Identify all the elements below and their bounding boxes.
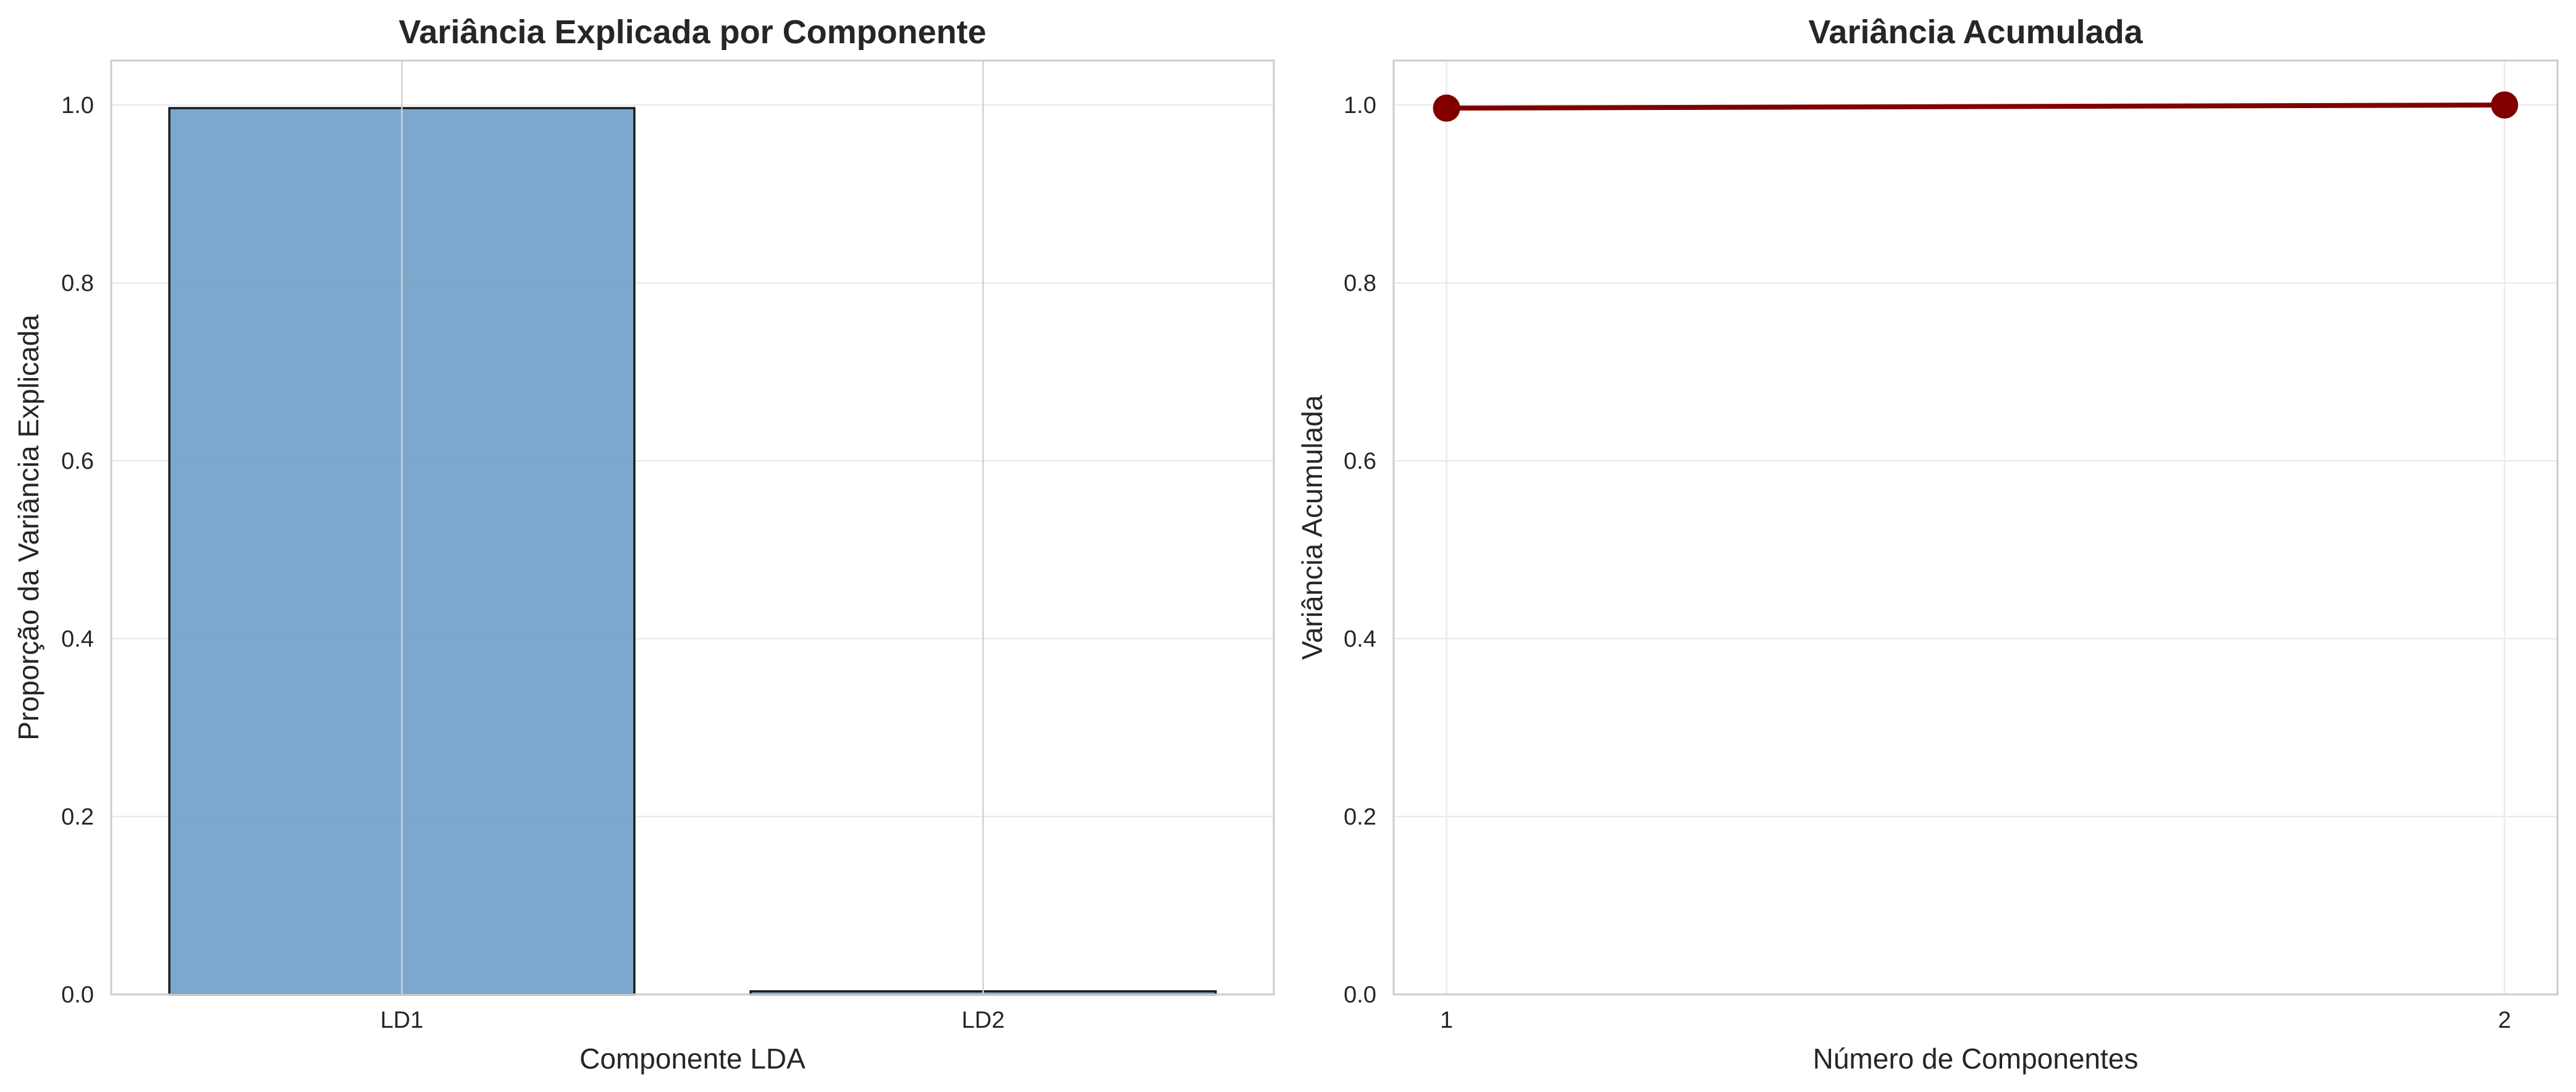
- right-y-tick-1: 0.2: [1344, 804, 1376, 830]
- left-y-tick-5: 1.0: [61, 93, 94, 119]
- cumulative-variance-line: [1444, 103, 2507, 111]
- variance-bar-chart: 0.0 0.2 0.4 0.6 0.8 1.0 LD1 LD2 Variância Expl…: [12, 14, 1275, 1075]
- left-plot-frame: [110, 59, 1275, 996]
- right-x-axis-label: Número de Componentes: [1813, 1043, 2139, 1075]
- cumulative-point-2: [2491, 91, 2519, 119]
- right-y-tick-labels: 0.0 0.2 0.4 0.6 0.8 1.0: [1344, 93, 1376, 1008]
- left-x-axis-label: Componente LDA: [579, 1043, 806, 1075]
- right-x-gridlines: [1446, 61, 2506, 994]
- right-plot-frame: [1392, 59, 2559, 996]
- right-x-tick-1: 2: [2498, 1007, 2511, 1033]
- left-y-tick-labels: 0.0 0.2 0.4 0.6 0.8 1.0: [61, 93, 94, 1008]
- right-x-tick-0: 1: [1440, 1007, 1453, 1033]
- left-chart-title: Variância Explicada por Componente: [398, 14, 986, 51]
- right-y-tick-3: 0.6: [1344, 448, 1376, 474]
- left-x-tick-1: LD2: [962, 1007, 1005, 1033]
- right-y-tick-2: 0.4: [1344, 626, 1376, 652]
- right-y-axis-label: Variância Acumulada: [1296, 395, 1328, 660]
- left-x-tick-0: LD1: [381, 1007, 424, 1033]
- left-y-tick-4: 0.8: [61, 271, 94, 296]
- left-category-gridlines: [401, 61, 984, 994]
- left-x-tick-labels: LD1 LD2: [381, 1007, 1005, 1033]
- right-plot-background: [1394, 61, 2557, 994]
- left-y-axis-label: Proporção da Variância Explicada: [12, 314, 44, 741]
- left-y-tick-3: 0.6: [61, 448, 94, 474]
- cumulative-point-1: [1433, 94, 1460, 122]
- right-y-tick-4: 0.8: [1344, 271, 1376, 296]
- right-chart-title: Variância Acumulada: [1808, 14, 2143, 51]
- right-series: [1433, 91, 2519, 122]
- left-y-tick-1: 0.2: [61, 804, 94, 830]
- left-y-tick-0: 0.0: [61, 982, 94, 1008]
- right-y-tick-0: 0.0: [1344, 982, 1376, 1008]
- right-y-tick-5: 1.0: [1344, 93, 1376, 119]
- left-y-tick-2: 0.4: [61, 626, 94, 652]
